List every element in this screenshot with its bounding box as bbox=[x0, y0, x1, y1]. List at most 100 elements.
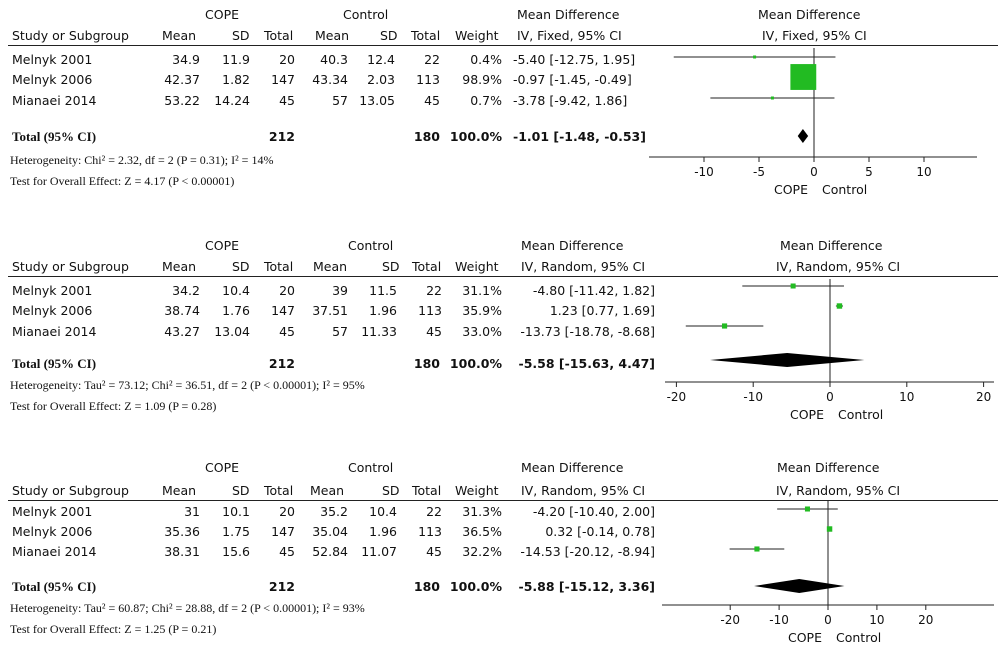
total-control-n: 180 bbox=[413, 356, 440, 371]
control-mean: 52.84 bbox=[312, 544, 348, 559]
cope-n: 45 bbox=[279, 324, 295, 339]
overall-value: Z = 1.09 (P = 0.28) bbox=[124, 399, 217, 413]
total-cope-n: 212 bbox=[268, 129, 295, 144]
sd-header: SD bbox=[382, 259, 400, 274]
weight: 31.3% bbox=[462, 504, 502, 519]
control-sd: 11.33 bbox=[361, 324, 397, 339]
cope-mean: 34.2 bbox=[172, 283, 200, 298]
mean-header: Mean bbox=[162, 28, 197, 43]
x-tick-label: -20 bbox=[667, 390, 687, 404]
total-header: Total bbox=[264, 483, 294, 498]
cope-mean: 38.31 bbox=[164, 544, 200, 559]
weight: 0.4% bbox=[470, 52, 502, 67]
cope-mean: 34.9 bbox=[172, 52, 200, 67]
x-tick-label: 0 bbox=[810, 165, 818, 179]
cope-sd: 10.4 bbox=[222, 283, 250, 298]
sd-header: SD bbox=[232, 28, 250, 43]
control-header: Control bbox=[348, 238, 394, 253]
study-name: Melnyk 2001 bbox=[12, 52, 93, 67]
control-n: 113 bbox=[418, 303, 442, 318]
control-mean: 39 bbox=[332, 283, 348, 298]
x-tick-label: 0 bbox=[826, 390, 834, 404]
plot-md-header: Mean Difference bbox=[758, 7, 861, 22]
cope-n: 20 bbox=[279, 52, 295, 67]
md-ci: -13.73 [-18.78, -8.68] bbox=[520, 324, 655, 339]
x-tick-label: 20 bbox=[976, 390, 991, 404]
forest-plot-3: -20 -10 0 10 20 COPE Control bbox=[662, 501, 994, 645]
control-header: Control bbox=[348, 460, 394, 475]
x-tick-label: -5 bbox=[753, 165, 765, 179]
weight: 36.5% bbox=[462, 524, 502, 539]
total-md-ci: -5.58 [-15.63, 4.47] bbox=[518, 356, 655, 371]
cope-n: 45 bbox=[279, 544, 295, 559]
overall-effect-text: Test for Overall Effect: Z = 4.17 (P < 0… bbox=[10, 174, 234, 188]
cope-sd: 15.6 bbox=[222, 544, 250, 559]
study-name: Melnyk 2006 bbox=[12, 524, 93, 539]
total-header: Total bbox=[264, 259, 294, 274]
method-header: IV, Fixed, 95% CI bbox=[517, 28, 622, 43]
study-header: Study or Subgroup bbox=[12, 28, 129, 43]
cope-header: COPE bbox=[205, 460, 240, 475]
cope-n: 20 bbox=[279, 504, 295, 519]
total-cope-n: 212 bbox=[268, 579, 295, 594]
pooled-diamond bbox=[797, 129, 809, 143]
cope-n: 147 bbox=[271, 72, 295, 87]
study-square bbox=[770, 96, 774, 100]
study-square bbox=[753, 55, 757, 59]
total-control-n: 180 bbox=[413, 129, 440, 144]
mean-header: Mean bbox=[162, 259, 197, 274]
pooled-diamond bbox=[709, 353, 865, 367]
cope-sd: 10.1 bbox=[222, 504, 250, 519]
cope-n: 45 bbox=[279, 93, 295, 108]
cope-header: COPE bbox=[205, 7, 240, 22]
x-tick-label: -10 bbox=[694, 165, 714, 179]
cope-mean: 38.74 bbox=[164, 303, 200, 318]
md-ci: -4.20 [-10.40, 2.00] bbox=[532, 504, 655, 519]
md-header: Mean Difference bbox=[517, 7, 620, 22]
md-ci: -14.53 [-20.12, -8.94] bbox=[520, 544, 655, 559]
md-ci: 0.32 [-0.14, 0.78] bbox=[545, 524, 655, 539]
forest-panel-2: COPE Control Mean Difference Mean Differ… bbox=[0, 231, 1000, 441]
study-square bbox=[836, 303, 843, 309]
total-label: Total (95% CI) bbox=[12, 356, 97, 371]
weight-header: Weight bbox=[455, 483, 499, 498]
mean-header: Mean bbox=[162, 483, 197, 498]
plot-method-header: IV, Random, 95% CI bbox=[776, 259, 901, 274]
total-md-ci: -1.01 [-1.48, -0.53] bbox=[513, 129, 646, 144]
cope-sd: 1.75 bbox=[222, 524, 250, 539]
study-name: Mianaei 2014 bbox=[12, 93, 97, 108]
control-sd: 11.07 bbox=[361, 544, 397, 559]
study-square bbox=[754, 546, 760, 552]
study-name: Melnyk 2006 bbox=[12, 72, 93, 87]
study-square bbox=[790, 64, 817, 90]
total-md-ci: -5.88 [-15.12, 3.36] bbox=[518, 579, 655, 594]
control-n: 22 bbox=[424, 52, 440, 67]
total-header: Total bbox=[264, 28, 294, 43]
control-sd: 10.4 bbox=[369, 504, 397, 519]
control-n: 113 bbox=[416, 72, 440, 87]
weight-header: Weight bbox=[455, 28, 499, 43]
control-sd: 12.4 bbox=[367, 52, 395, 67]
control-n: 113 bbox=[418, 524, 442, 539]
total-cope-n: 212 bbox=[268, 356, 295, 371]
overall-effect-text: Test for Overall Effect: Z = 1.25 (P = 0… bbox=[10, 622, 216, 636]
method-header: IV, Random, 95% CI bbox=[521, 483, 646, 498]
cope-n: 147 bbox=[271, 524, 295, 539]
weight: 98.9% bbox=[462, 72, 502, 87]
favours-control-label: Control bbox=[838, 407, 883, 422]
study-name: Mianaei 2014 bbox=[12, 544, 97, 559]
favours-cope-label: COPE bbox=[788, 630, 822, 645]
header-rule bbox=[8, 45, 998, 46]
cope-mean: 43.27 bbox=[164, 324, 200, 339]
study-square bbox=[721, 323, 728, 329]
md-ci: -4.80 [-11.42, 1.82] bbox=[532, 283, 655, 298]
total-weight: 100.0% bbox=[449, 356, 502, 371]
md-ci: -5.40 [-12.75, 1.95] bbox=[513, 52, 636, 67]
x-tick-label: -10 bbox=[743, 390, 763, 404]
md-ci: -3.78 [-9.42, 1.86] bbox=[513, 93, 628, 108]
forest-plot-2: -20 -10 0 10 20 COPE Control bbox=[665, 279, 994, 422]
total-weight: 100.0% bbox=[449, 129, 502, 144]
weight: 31.1% bbox=[462, 283, 502, 298]
control-mean: 57 bbox=[332, 93, 348, 108]
control-mean: 43.34 bbox=[312, 72, 348, 87]
